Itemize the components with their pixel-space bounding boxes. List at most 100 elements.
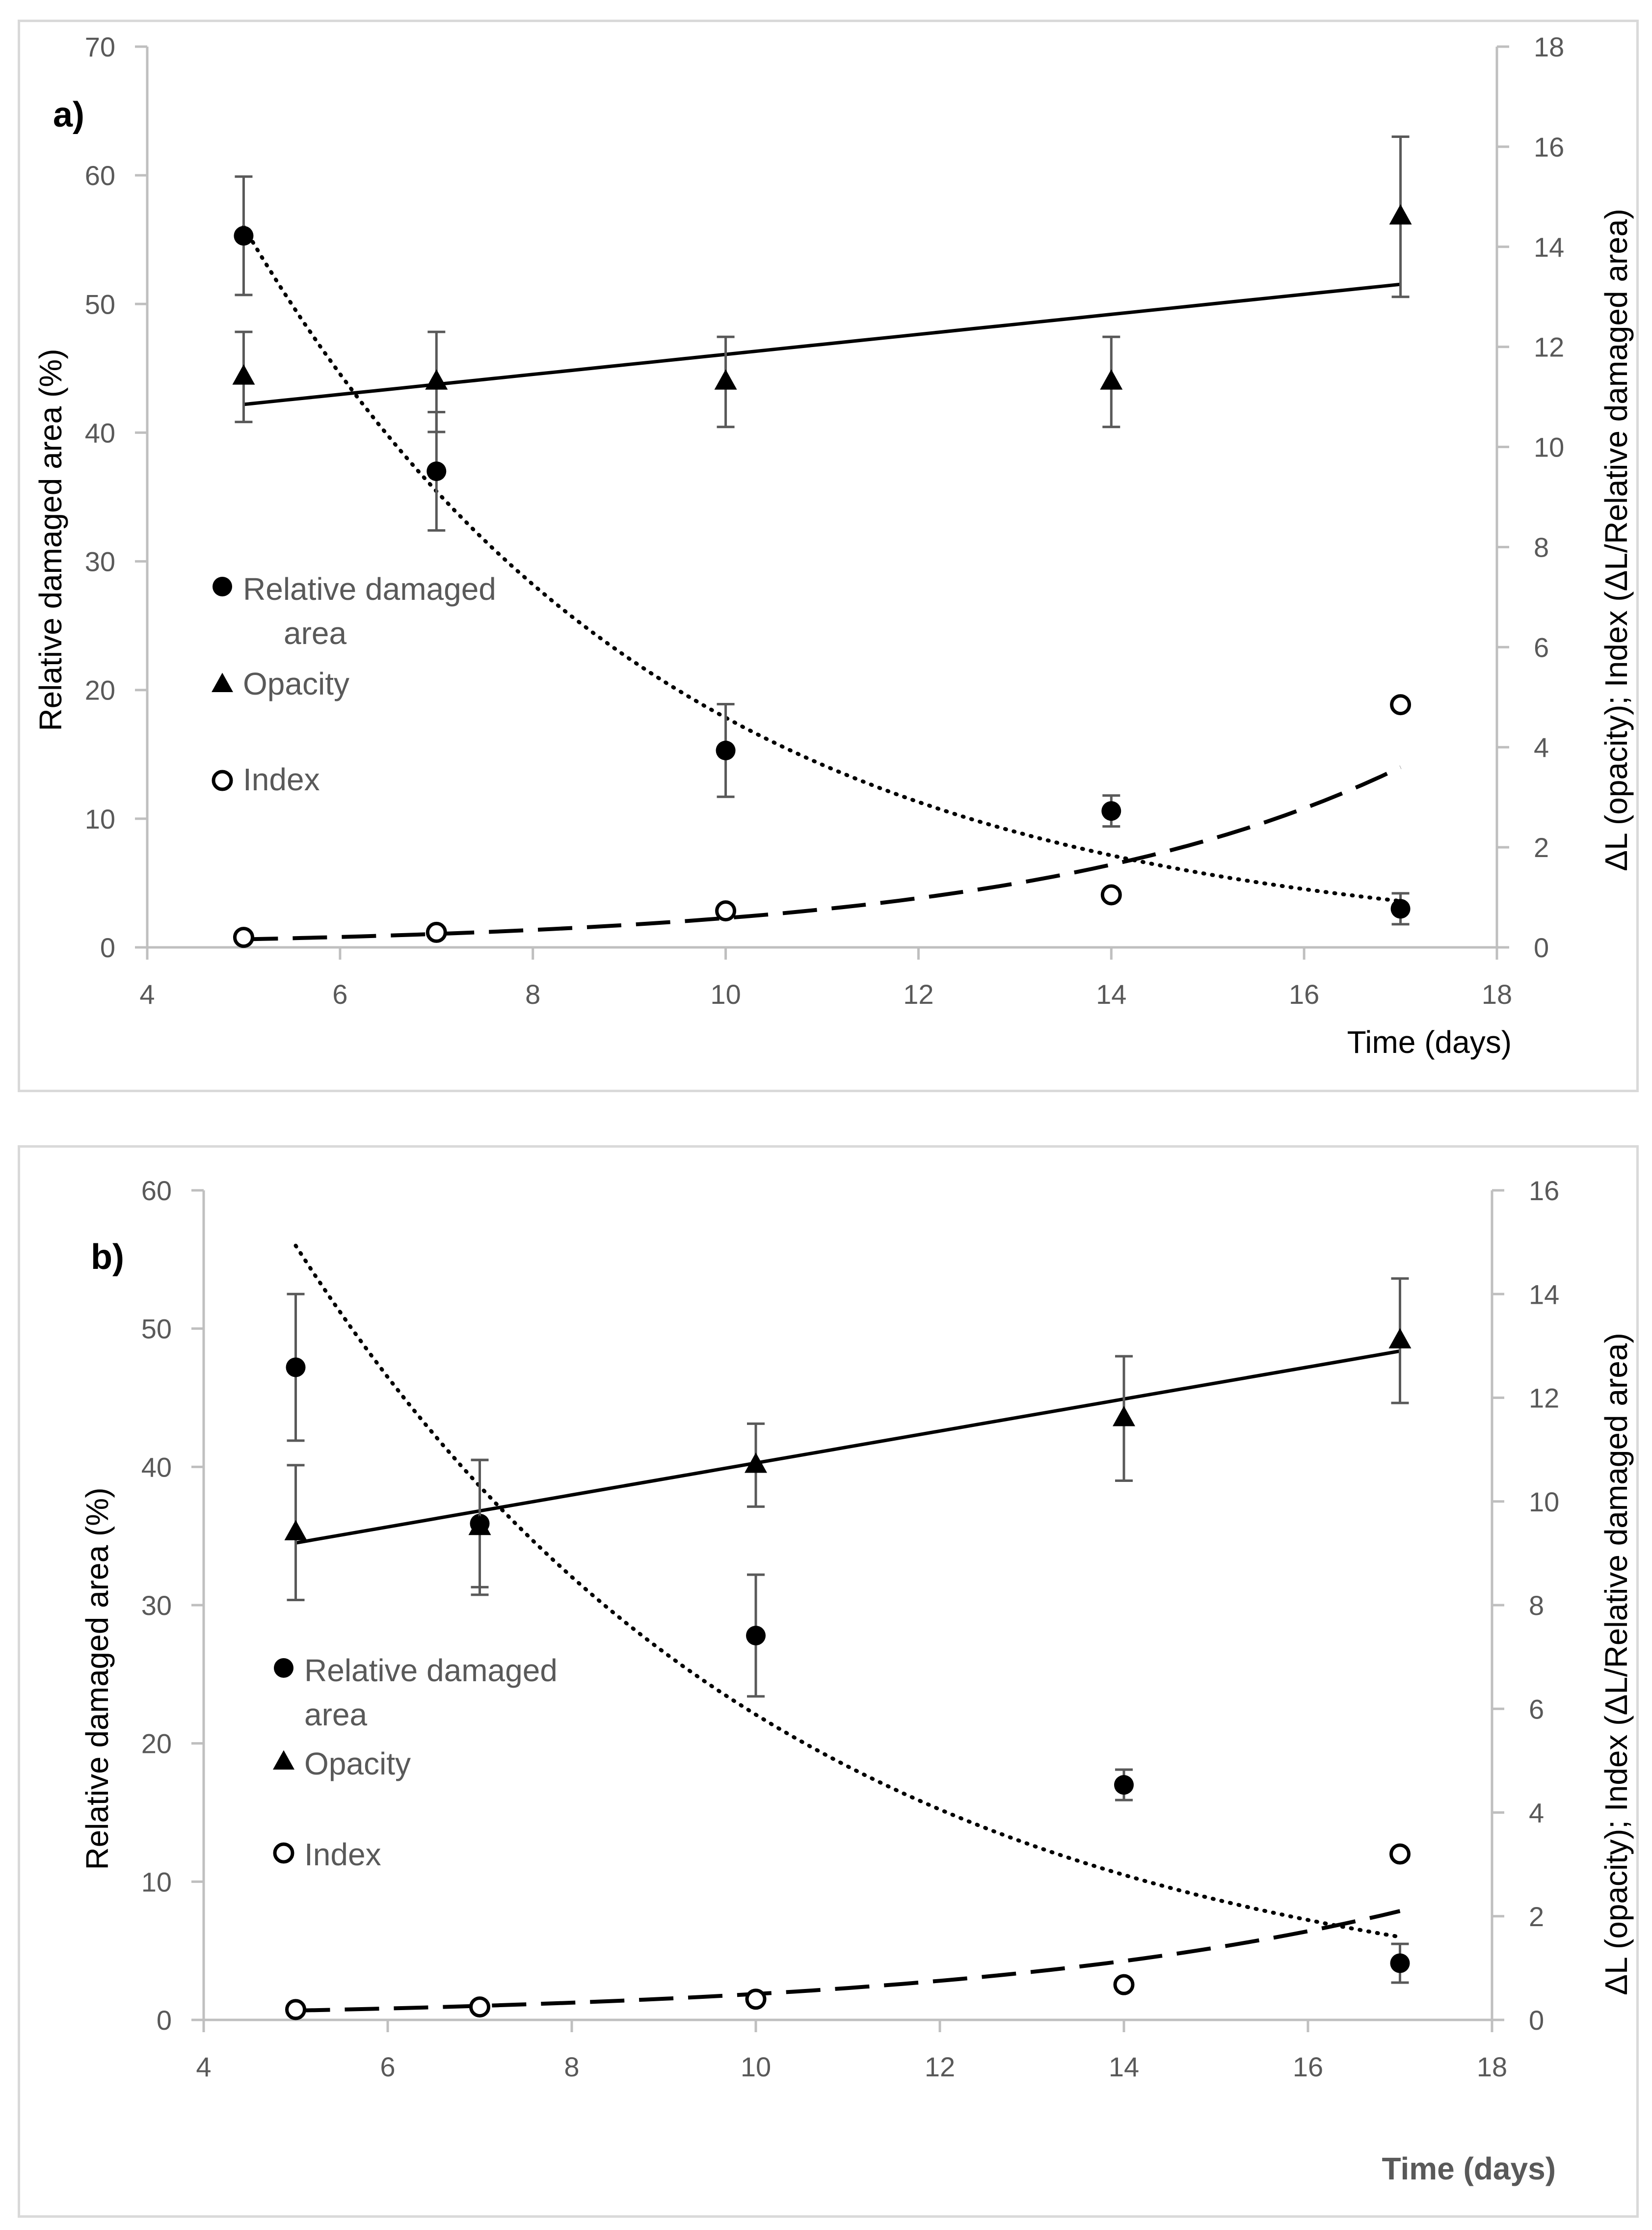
panel-a-point-damaged-area <box>426 461 447 482</box>
panel-b-point-damaged-area <box>1390 1953 1410 1973</box>
panel-a-y-tick-label: 20 <box>85 675 115 706</box>
panel-b-point-index <box>1389 1843 1411 1865</box>
panel-b-x-tick-label: 10 <box>741 2051 771 2082</box>
panel-a-y2-tick-label: 12 <box>1534 332 1564 363</box>
panel-a-x-tick-label: 10 <box>710 979 741 1010</box>
panel-a-legend-label-opacity: Opacity <box>243 666 349 701</box>
panel-a-point-opacity <box>1100 369 1123 390</box>
panel-a-point-damaged-area <box>1101 801 1121 821</box>
panel-b-point-opacity <box>468 1514 491 1535</box>
panel-a-label: a) <box>53 95 84 134</box>
panel-b-trendline-dashed <box>295 1909 1401 2013</box>
panel-a-y2-tick-label: 18 <box>1534 31 1564 62</box>
panel-b-x-tick-label: 18 <box>1477 2051 1507 2082</box>
panel-b-y2-tick-label: 0 <box>1529 2005 1544 2036</box>
panel-b-frame <box>18 1145 1639 2218</box>
panel-a-y-tick-label: 30 <box>85 546 115 577</box>
panel-a-point-damaged-area <box>1390 899 1411 919</box>
panel-a-legend-marker-opacity <box>212 672 233 693</box>
panel-b-x-axis-title: Time (days) <box>1382 2151 1556 2186</box>
panel-a-x-tick-label: 14 <box>1096 979 1126 1010</box>
panel-b-trendline-solid <box>295 1349 1401 1545</box>
panel-a-y-tick-label: 10 <box>85 804 115 834</box>
panel-a-y2-tick-label: 8 <box>1534 532 1549 563</box>
panel-a-point-index <box>715 900 737 922</box>
panel-b-y2-tick-label: 14 <box>1529 1279 1559 1310</box>
panel-b-legend-label-index: Index <box>304 1837 381 1872</box>
panel-b-point-damaged-area <box>286 1357 306 1377</box>
panel-b-y-axis-title: Relative damaged area (%) <box>80 1487 115 1870</box>
panel-a-y-tick-label: 40 <box>85 417 115 448</box>
panel-b-y-tick-label: 20 <box>141 1728 172 1759</box>
panel-a-point-opacity <box>714 369 737 390</box>
panel-b-legend-label-opacity: Opacity <box>304 1746 411 1781</box>
panel-b-y-tick-label: 50 <box>141 1314 172 1344</box>
panel-b-x-tick-label: 12 <box>925 2051 955 2082</box>
panel-b-x-tick-label: 4 <box>196 2051 211 2082</box>
panel-a-x-tick-label: 8 <box>525 979 540 1010</box>
panel-b-point-index <box>285 1999 306 2020</box>
panel-b-y2-tick-label: 16 <box>1529 1175 1559 1206</box>
panel-a-x-axis-title: Time (days) <box>1347 1024 1512 1060</box>
panel-b-y2-tick-label: 12 <box>1529 1383 1559 1414</box>
panel-a-y2-tick-label: 14 <box>1534 232 1564 263</box>
panel-a-y-tick-label: 50 <box>85 289 115 320</box>
panel-a-x-tick-label: 18 <box>1482 979 1512 1010</box>
panel-b-legend-marker-damaged-area <box>274 1658 293 1678</box>
panel-a-point-opacity <box>1389 204 1412 225</box>
panel-b-y2-tick-label: 6 <box>1529 1693 1544 1724</box>
panel-a-point-index <box>233 927 254 948</box>
panel-a-y-tick-label: 60 <box>85 160 115 191</box>
panel-b-y2-axis-title: ΔL (opacity); Index (ΔL/Relative damaged… <box>1599 1333 1634 1995</box>
panel-a-y2-tick-label: 2 <box>1534 832 1549 863</box>
panel-a-trendline-dotted <box>241 225 1403 903</box>
panel-b-y2-tick-label: 8 <box>1529 1590 1544 1621</box>
panel-b-x-tick-label: 6 <box>380 2051 395 2082</box>
panel-a-legend-marker-damaged-area <box>213 577 232 596</box>
panel-a-y2-tick-label: 16 <box>1534 132 1564 162</box>
panel-a-x-tick-label: 12 <box>903 979 933 1010</box>
panel-b-x-tick-label: 8 <box>564 2051 579 2082</box>
panel-a-x-tick-label: 6 <box>332 979 347 1010</box>
panel-a-point-opacity <box>232 364 255 385</box>
panel-a-y2-tick-label: 6 <box>1534 632 1549 663</box>
panel-b-y-tick-label: 0 <box>157 2005 172 2036</box>
panel-b-x-tick-label: 16 <box>1293 2051 1323 2082</box>
panel-b-legend-label-damaged-cont: area <box>304 1697 368 1732</box>
panel-a-legend-label-damaged-cont: area <box>284 616 347 651</box>
panel-b-legend-marker-opacity <box>273 1750 294 1770</box>
panel-b-y-tick-label: 30 <box>141 1590 172 1621</box>
panel-b-y2-tick-label: 4 <box>1529 1798 1544 1828</box>
panel-a-y2-tick-label: 0 <box>1534 932 1549 963</box>
panel-b-y-tick-label: 10 <box>141 1866 172 1897</box>
panel-b-y-tick-label: 60 <box>141 1175 172 1206</box>
panel-a-legend-label-index: Index <box>243 762 320 797</box>
panel-a-point-opacity <box>425 369 448 390</box>
panel-a-y-tick-label: 0 <box>100 932 115 963</box>
panel-a-y2-tick-label: 10 <box>1534 432 1564 463</box>
panel-a-x-tick-label: 4 <box>139 979 155 1010</box>
panel-a-x-tick-label: 16 <box>1289 979 1319 1010</box>
panel-b-point-opacity <box>1113 1406 1135 1426</box>
panel-a-frame <box>18 20 1639 1092</box>
panel-b-point-damaged-area <box>1114 1775 1134 1795</box>
panel-a-y2-axis-title: ΔL (opacity); Index (ΔL/Relative damaged… <box>1599 209 1634 871</box>
panel-b-y2-tick-label: 10 <box>1529 1486 1559 1517</box>
panel-a-trendline-solid <box>243 282 1401 406</box>
panel-b-trendline-dotted <box>293 1243 1402 1939</box>
panel-b-x-tick-label: 14 <box>1109 2051 1139 2082</box>
panel-b-label: b) <box>91 1237 124 1277</box>
panel-a-point-index <box>1390 694 1412 716</box>
panel-b-point-damaged-area <box>746 1625 766 1645</box>
panel-a-y-tick-label: 70 <box>85 31 115 62</box>
panel-a-y2-tick-label: 4 <box>1534 732 1549 763</box>
panel-a-legend-label-damaged: Relative damaged <box>243 571 496 607</box>
panel-b-point-opacity <box>284 1520 307 1540</box>
panel-a-y-axis-title: Relative damaged area (%) <box>33 349 68 731</box>
panel-a-point-damaged-area <box>716 740 736 760</box>
panel-a-point-index <box>426 921 447 943</box>
panel-a-point-damaged-area <box>234 226 254 246</box>
panel-a-trendline-dashed <box>243 765 1402 941</box>
panel-a-point-index <box>1100 884 1122 906</box>
panel-b-y2-tick-label: 2 <box>1529 1901 1544 1932</box>
